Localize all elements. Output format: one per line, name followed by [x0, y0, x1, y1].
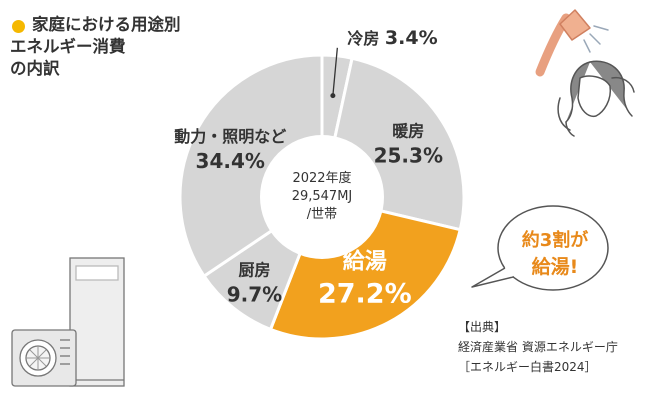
callout-line-2: 給湯! [532, 255, 579, 278]
slice-category-label-4: 厨房 [238, 260, 270, 279]
slice-value-label-5: 34.4% [196, 149, 265, 173]
callout-bubble: 約3割が 給湯! [471, 205, 609, 291]
pie-slices [178, 53, 466, 341]
slice-category-label-5: 動力・照明など [174, 127, 286, 146]
source-publisher: 経済産業省 資源エネルギー庁 [458, 340, 618, 354]
chart-title: 家庭における用途別 エネルギー消費 の内訳 [10, 14, 181, 80]
leader-dot-1 [330, 93, 336, 99]
center-disc [260, 135, 384, 259]
title-line-2: エネルギー消費 [10, 37, 126, 56]
source-publication: ［エネルギー白書2024］ [458, 360, 597, 374]
slice-category-label-3: 給湯 [343, 248, 387, 274]
center-year: 2022年度 [292, 170, 351, 186]
leader-line-1 [332, 47, 338, 96]
center-unit: /世帯 [307, 207, 337, 222]
center-amount: 29,547MJ [292, 189, 353, 204]
title-line-3: の内訳 [10, 59, 60, 78]
slice-value-label-4: 9.7% [227, 282, 282, 306]
source-heading: 【出典】 [458, 320, 507, 334]
slice-category-label-2: 暖房 [392, 122, 424, 141]
source-note: 【出典】 経済産業省 資源エネルギー庁 ［エネルギー白書2024］ [458, 317, 618, 377]
slice-labels: 冷房 3.4% 暖房 25.3% 給湯 27.2% 厨房 9.7% 動力・照明など 34.4% [174, 27, 443, 310]
slice-label-1: 冷房 3.4% [347, 27, 437, 49]
slice-value-label-3: 27.2% [318, 278, 412, 309]
slice-value-label-2: 25.3% [374, 144, 443, 168]
center-label: 2022年度 29,547MJ /世帯 [292, 170, 353, 222]
title-bullet-icon [12, 20, 25, 33]
shower-illustration-icon [535, 9, 635, 137]
heat-pump-water-heater-icon [11, 257, 125, 387]
callout-line-1: 約3割が [522, 229, 589, 251]
title-line-1: 家庭における用途別 [32, 15, 181, 34]
leader-line [330, 47, 338, 99]
pie-slice-5 [178, 53, 324, 278]
